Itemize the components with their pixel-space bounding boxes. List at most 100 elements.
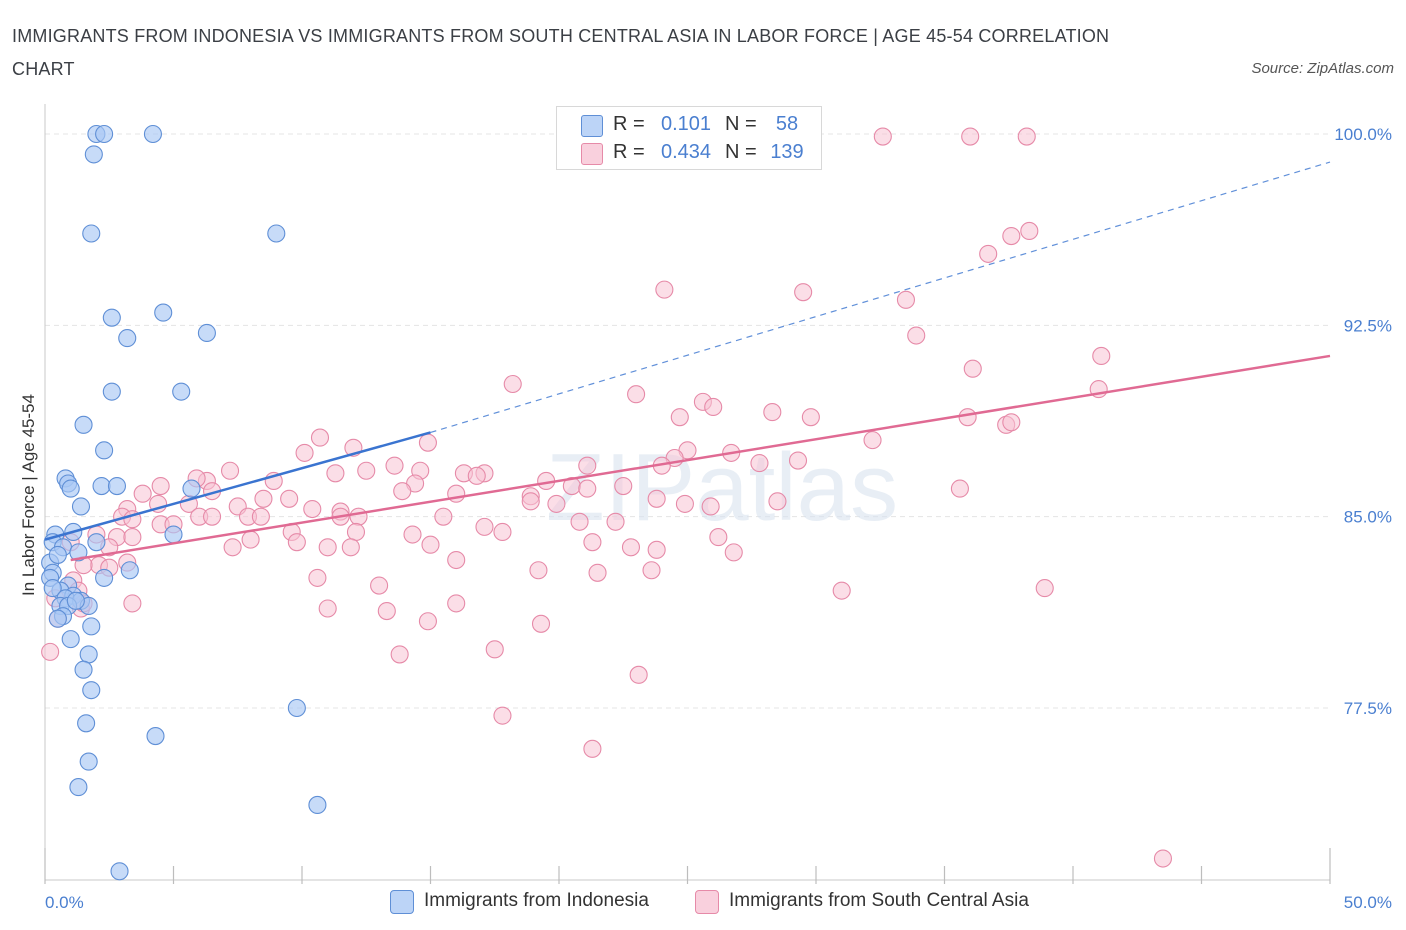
point-south-central-asia: [521, 492, 540, 511]
point-south-central-asia: [475, 517, 494, 536]
point-south-central-asia: [1092, 346, 1111, 365]
point-south-central-asia: [768, 492, 787, 511]
point-south-central-asia: [873, 127, 892, 146]
point-south-central-asia: [241, 530, 260, 549]
point-south-central-asia: [308, 568, 327, 587]
point-south-central-asia: [1153, 849, 1172, 868]
point-south-central-asia: [251, 507, 270, 526]
point-south-central-asia: [588, 563, 607, 582]
point-indonesia: [146, 727, 165, 746]
point-south-central-asia: [950, 479, 969, 498]
point-south-central-asia: [606, 512, 625, 531]
point-south-central-asia: [961, 127, 980, 146]
point-south-central-asia: [1002, 226, 1021, 246]
point-indonesia: [102, 308, 121, 327]
legend-r-label: R =: [613, 141, 645, 163]
chart-title: IMMIGRANTS FROM INDONESIA VS IMMIGRANTS …: [12, 26, 1110, 79]
source-label: Source: ZipAtlas.com: [1251, 60, 1394, 77]
point-indonesia: [143, 124, 162, 144]
point-south-central-asia: [529, 561, 548, 580]
point-south-central-asia: [621, 538, 641, 557]
point-indonesia: [154, 303, 173, 322]
point-indonesia: [87, 533, 106, 552]
trend-line-south-central-asia: [70, 354, 1331, 562]
point-south-central-asia: [531, 614, 551, 633]
point-indonesia: [164, 525, 183, 544]
legend-swatch-south-central-asia: [581, 143, 603, 165]
point-south-central-asia: [123, 528, 142, 547]
y-tick-label: 92.5%: [1344, 316, 1392, 335]
point-south-central-asia: [642, 561, 661, 580]
point-south-central-asia: [310, 428, 330, 447]
point-south-central-asia: [547, 494, 566, 513]
point-indonesia: [267, 224, 286, 243]
point-indonesia: [69, 543, 88, 562]
point-indonesia: [82, 224, 101, 243]
point-south-central-asia: [467, 466, 486, 485]
point-south-central-asia: [303, 499, 322, 519]
point-indonesia: [66, 591, 85, 610]
point-south-central-asia: [979, 244, 998, 263]
legend-label-south-central-asia: Immigrants from South Central Asia: [729, 890, 1029, 911]
point-indonesia: [79, 645, 98, 664]
point-indonesia: [95, 124, 114, 144]
point-south-central-asia: [341, 538, 360, 557]
point-south-central-asia: [485, 640, 504, 659]
point-indonesia: [172, 382, 191, 401]
point-indonesia: [95, 568, 114, 587]
point-south-central-asia: [447, 550, 466, 570]
point-south-central-asia: [788, 451, 808, 470]
legend-label-indonesia: Immigrants from Indonesia: [424, 890, 649, 911]
point-south-central-asia: [346, 522, 366, 542]
point-south-central-asia: [794, 283, 813, 302]
point-south-central-asia: [1020, 221, 1039, 240]
point-indonesia: [107, 477, 127, 496]
point-south-central-asia: [763, 403, 782, 422]
point-south-central-asia: [578, 479, 597, 498]
point-indonesia: [74, 415, 93, 434]
point-indonesia: [110, 862, 129, 881]
point-indonesia: [71, 497, 91, 516]
point-indonesia: [82, 617, 101, 636]
point-south-central-asia: [123, 594, 142, 613]
point-south-central-asia: [627, 385, 646, 404]
point-south-central-asia: [647, 540, 666, 559]
point-south-central-asia: [287, 533, 306, 552]
legend-swatch-indonesia: [390, 890, 414, 914]
point-south-central-asia: [133, 484, 152, 503]
point-south-central-asia: [963, 359, 982, 378]
point-south-central-asia: [583, 533, 602, 552]
legend-n-label: N =: [725, 141, 757, 163]
point-south-central-asia: [709, 528, 728, 547]
point-south-central-asia: [701, 497, 720, 516]
point-south-central-asia: [493, 706, 512, 725]
point-south-central-asia: [670, 408, 689, 427]
point-indonesia: [102, 382, 121, 401]
point-south-central-asia: [704, 397, 723, 417]
y-tick-label: 85.0%: [1344, 508, 1392, 527]
point-south-central-asia: [385, 456, 404, 475]
point-south-central-asia: [896, 290, 916, 309]
point-south-central-asia: [280, 489, 299, 508]
point-indonesia: [308, 795, 327, 814]
point-south-central-asia: [370, 576, 389, 595]
point-south-central-asia: [403, 525, 422, 544]
point-south-central-asia: [151, 477, 170, 496]
legend-n-label: N =: [725, 113, 757, 135]
trend-extension-indonesia: [430, 161, 1331, 434]
point-south-central-asia: [578, 456, 597, 475]
point-south-central-asia: [1035, 579, 1054, 598]
point-south-central-asia: [655, 280, 674, 299]
point-south-central-asia: [583, 739, 602, 758]
point-south-central-asia: [570, 512, 589, 531]
point-south-central-asia: [377, 602, 396, 621]
legend-swatch-indonesia: [581, 115, 603, 137]
point-south-central-asia: [675, 494, 694, 513]
point-south-central-asia: [318, 538, 337, 557]
point-indonesia: [43, 579, 62, 598]
point-indonesia: [74, 660, 93, 679]
point-indonesia: [61, 630, 80, 649]
point-indonesia: [48, 609, 67, 628]
point-south-central-asia: [418, 612, 437, 631]
point-south-central-asia: [503, 374, 522, 394]
